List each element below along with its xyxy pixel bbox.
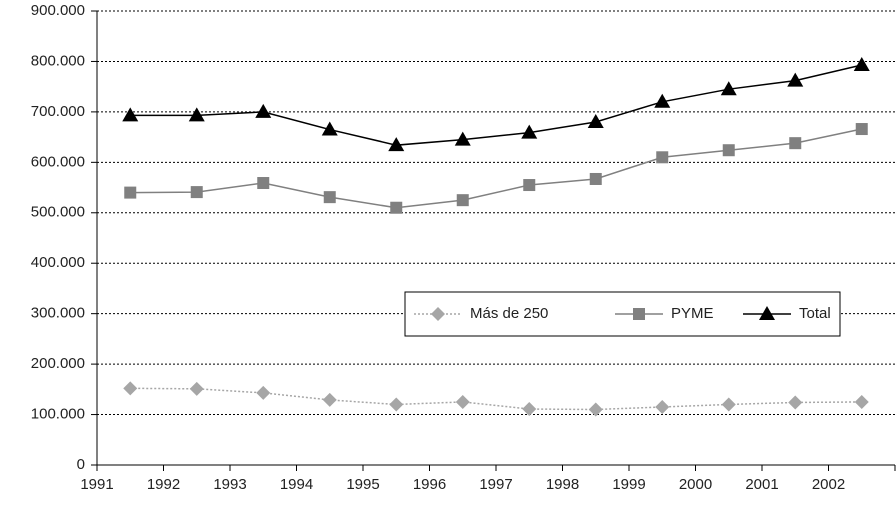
marker [255,103,272,118]
y-tick-label: 300.000 [31,305,85,322]
marker [389,397,404,412]
y-tick-label: 600.000 [31,153,85,170]
x-tick-label: 1995 [346,476,379,493]
marker [787,72,804,87]
marker [256,385,271,400]
y-tick-label: 500.000 [31,204,85,221]
x-tick-label: 1996 [413,476,446,493]
x-tick-label: 1994 [280,476,313,493]
marker [190,186,203,199]
x-tick-label: 1997 [479,476,512,493]
marker [759,306,775,320]
marker [587,113,604,128]
marker [124,186,137,199]
marker [521,124,538,139]
x-tick-label: 1991 [80,476,113,493]
marker [455,394,470,409]
marker [522,402,537,417]
marker [188,107,205,122]
marker [589,172,602,185]
series [122,56,870,152]
marker [855,123,868,136]
marker [123,381,138,396]
marker [388,137,405,152]
legend: Más de 250 PYME Total [404,291,841,337]
marker [523,179,536,192]
series-line [130,64,862,146]
y-tick-label: 400.000 [31,254,85,271]
marker [633,308,645,320]
marker [456,194,469,207]
marker [321,121,338,136]
marker [257,177,270,190]
marker [722,144,735,157]
x-tick-label: 1999 [612,476,645,493]
legend-label: Total [799,305,831,322]
series-line [130,128,862,209]
x-tick-label: 2002 [812,476,845,493]
marker [654,93,671,108]
x-tick-label: 2001 [745,476,778,493]
y-tick-label: 800.000 [31,52,85,69]
marker [655,399,670,414]
x-tick-label: 1993 [213,476,246,493]
marker [431,307,445,321]
marker [189,381,204,396]
marker [322,392,337,407]
y-tick-label: 0 [77,456,85,473]
x-tick-label: 1998 [546,476,579,493]
y-tick-label: 700.000 [31,103,85,120]
series [124,123,868,214]
x-tick-label: 1992 [147,476,180,493]
marker [390,201,403,214]
marker [122,107,139,122]
series [123,381,869,417]
marker [720,81,737,96]
marker [788,395,803,410]
marker [454,131,471,146]
y-tick-label: 900.000 [31,2,85,19]
marker [721,397,736,412]
legend-label: PYME [671,305,714,322]
series-line [130,387,862,411]
marker [789,137,802,150]
y-tick-label: 200.000 [31,355,85,372]
marker [656,151,669,164]
marker [854,394,869,409]
x-tick-label: 2000 [679,476,712,493]
marker [323,191,336,204]
y-tick-label: 100.000 [31,406,85,423]
marker [588,402,603,417]
legend-label: Más de 250 [470,305,548,322]
marker [853,56,870,71]
